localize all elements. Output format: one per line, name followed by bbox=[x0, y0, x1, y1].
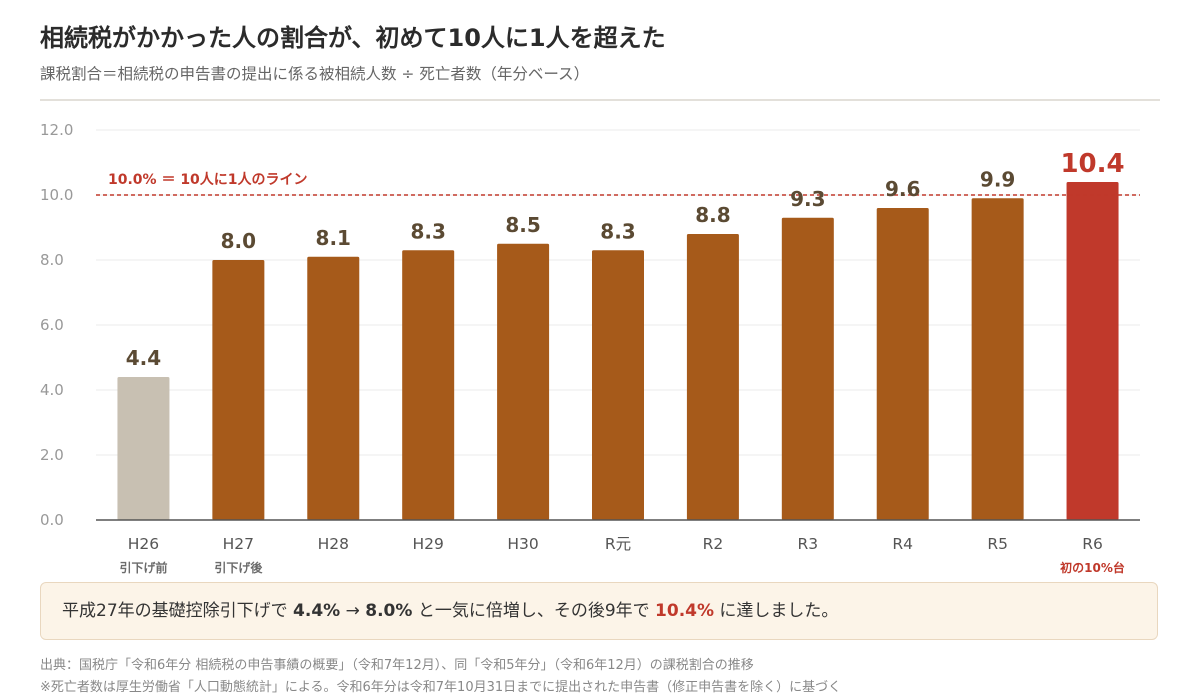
y-tick-label: 6.0 bbox=[40, 316, 64, 334]
bar bbox=[402, 250, 455, 520]
bar-value-label: 8.3 bbox=[410, 219, 445, 243]
callout-arrow: → bbox=[340, 601, 366, 621]
reference-line-label: 10.0% ＝ 10人に1人のライン bbox=[108, 171, 308, 188]
bar-value-label: 8.5 bbox=[505, 213, 540, 237]
x-tick-label: R3 bbox=[797, 535, 818, 553]
bar-value-label: 8.1 bbox=[316, 226, 351, 250]
x-tick-sublabel: 引下げ前 bbox=[119, 560, 167, 575]
header-divider bbox=[40, 99, 1160, 101]
bar-value-label: 4.4 bbox=[126, 346, 161, 370]
x-tick-sublabel: 引下げ後 bbox=[214, 560, 263, 575]
x-tick-label: R2 bbox=[703, 535, 724, 553]
bar-value-label: 9.3 bbox=[790, 187, 825, 211]
callout-from-value: 4.4% bbox=[293, 601, 341, 621]
x-tick-label: H29 bbox=[412, 535, 443, 553]
bar-value-label: 8.0 bbox=[221, 229, 256, 253]
bar-value-label: 9.6 bbox=[885, 177, 920, 201]
bar bbox=[686, 234, 739, 520]
summary-callout: 平成27年の基礎控除引下げで 4.4% → 8.0% と一気に倍増し、その後9年… bbox=[40, 582, 1158, 640]
bar bbox=[307, 256, 360, 520]
bar-value-label: 10.4 bbox=[1060, 149, 1124, 179]
y-tick-label: 12.0 bbox=[40, 121, 73, 139]
bar-value-label: 8.8 bbox=[695, 203, 730, 227]
callout-middle: と一気に倍増し、その後9年で bbox=[412, 601, 656, 621]
bar-value-label: 8.3 bbox=[600, 219, 635, 243]
x-tick-label: H27 bbox=[223, 535, 254, 553]
x-tick-label: R元 bbox=[605, 535, 631, 553]
x-tick-label: H26 bbox=[128, 535, 159, 553]
y-tick-label: 4.0 bbox=[40, 381, 64, 399]
callout-final-value: 10.4% bbox=[655, 601, 715, 621]
x-tick-label: H28 bbox=[318, 535, 349, 553]
bar bbox=[117, 377, 170, 520]
bar bbox=[497, 243, 550, 520]
x-tick-sublabel: 初の10%台 bbox=[1060, 560, 1125, 575]
page-subtitle: 課税割合＝相続税の申告書の提出に係る被相続人数 ÷ 死亡者数（年分ベース） bbox=[40, 65, 590, 83]
bar-value-label: 9.9 bbox=[980, 167, 1015, 191]
y-tick-label: 0.0 bbox=[40, 511, 64, 529]
bar bbox=[781, 217, 834, 520]
bar-chart: 0.0 2.0 4.0 6.0 8.0 10.0 12.0 10.0% ＝ 10人に1人のライ… bbox=[40, 121, 1140, 575]
y-tick-label: 2.0 bbox=[40, 446, 64, 464]
x-tick-label: R6 bbox=[1082, 535, 1103, 553]
callout-suffix: に達しました。 bbox=[714, 601, 839, 621]
x-tick-label: R4 bbox=[892, 535, 913, 553]
source-note: 出典：国税庁「令和6年分 相続税の申告事績の概要」（令和7年12月）、同「令和5… bbox=[40, 658, 754, 673]
bar bbox=[592, 250, 644, 520]
page-title: 相続税がかかった人の割合が、初めて10人に1人を超えた bbox=[40, 24, 666, 52]
bar bbox=[876, 208, 929, 520]
bar bbox=[971, 198, 1024, 520]
x-tick-label: H30 bbox=[507, 535, 538, 553]
footnote: ※死亡者数は厚生労働省「人口動態統計」による。令和6年分は令和7年10月31日ま… bbox=[40, 680, 842, 695]
bar bbox=[1066, 182, 1119, 520]
x-tick-label: R5 bbox=[987, 535, 1008, 553]
callout-prefix: 平成27年の基礎控除引下げで bbox=[62, 601, 294, 621]
bar bbox=[212, 260, 265, 520]
y-tick-label: 8.0 bbox=[40, 251, 64, 269]
y-tick-label: 10.0 bbox=[40, 186, 73, 204]
callout-to-value: 8.0% bbox=[365, 601, 413, 621]
